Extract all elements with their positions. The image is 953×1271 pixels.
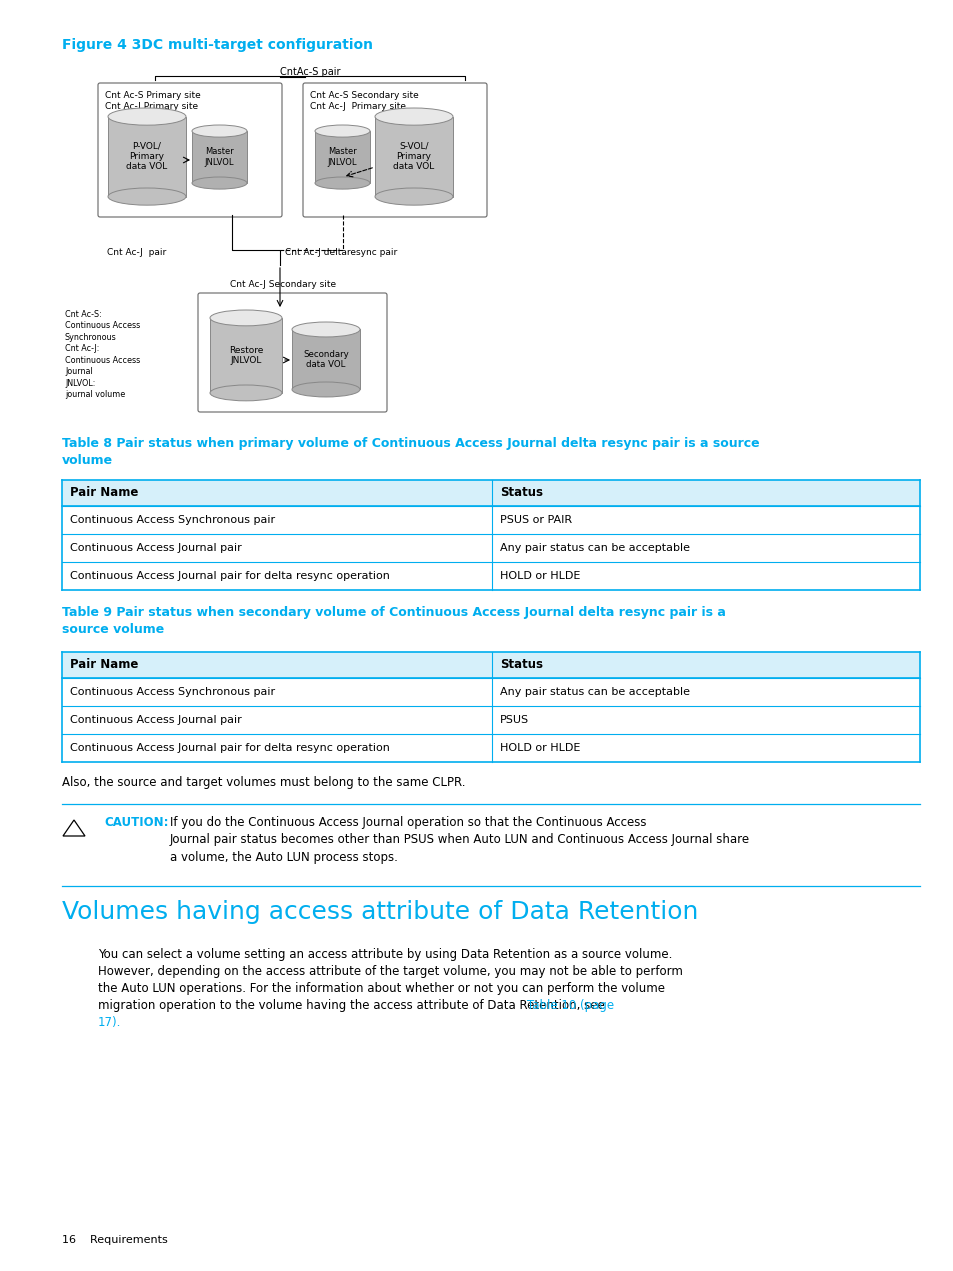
Text: Continuous Access Journal pair: Continuous Access Journal pair bbox=[70, 543, 241, 553]
Text: Any pair status can be acceptable: Any pair status can be acceptable bbox=[499, 688, 689, 697]
Text: You can select a volume setting an access attribute by using Data Retention as a: You can select a volume setting an acces… bbox=[98, 948, 672, 961]
Text: Cnt Ac-J  pair: Cnt Ac-J pair bbox=[107, 248, 166, 257]
Text: Status: Status bbox=[499, 658, 542, 671]
Text: If you do the Continuous Access Journal operation so that the Continuous Access
: If you do the Continuous Access Journal … bbox=[170, 816, 749, 864]
Text: Any pair status can be acceptable: Any pair status can be acceptable bbox=[499, 543, 689, 553]
Ellipse shape bbox=[375, 188, 453, 205]
Text: migration operation to the volume having the access attribute of Data Retention,: migration operation to the volume having… bbox=[98, 999, 608, 1012]
Text: Table 10 (page: Table 10 (page bbox=[527, 999, 614, 1012]
FancyBboxPatch shape bbox=[198, 294, 387, 412]
Text: Cnt Ac-J Secondary site: Cnt Ac-J Secondary site bbox=[230, 280, 335, 289]
Ellipse shape bbox=[192, 177, 247, 189]
Text: HOLD or HLDE: HOLD or HLDE bbox=[499, 571, 579, 581]
Text: Continuous Access Synchronous pair: Continuous Access Synchronous pair bbox=[70, 688, 274, 697]
Bar bbox=[375, 117, 453, 197]
Text: Table 9 Pair status when secondary volume of Continuous Access Journal delta res: Table 9 Pair status when secondary volum… bbox=[62, 606, 725, 636]
Text: 17).: 17). bbox=[98, 1016, 121, 1030]
Ellipse shape bbox=[314, 177, 370, 189]
FancyBboxPatch shape bbox=[303, 83, 486, 217]
Ellipse shape bbox=[375, 108, 453, 125]
Bar bbox=[210, 318, 282, 393]
Text: S-VOL/
Primary
data VOL: S-VOL/ Primary data VOL bbox=[393, 141, 435, 172]
Text: Cnt Ac-J deltaresync pair: Cnt Ac-J deltaresync pair bbox=[285, 248, 396, 257]
Ellipse shape bbox=[108, 108, 186, 125]
Bar bbox=[62, 480, 919, 506]
Text: P-VOL/
Primary
data VOL: P-VOL/ Primary data VOL bbox=[126, 141, 168, 172]
Text: HOLD or HLDE: HOLD or HLDE bbox=[499, 744, 579, 752]
Text: CntAc-S pair: CntAc-S pair bbox=[279, 67, 340, 78]
Text: Also, the source and target volumes must belong to the same CLPR.: Also, the source and target volumes must… bbox=[62, 777, 465, 789]
Ellipse shape bbox=[292, 322, 359, 337]
Text: Cnt Ac-S:
Continuous Access
Synchronous
Cnt Ac-J:
Continuous Access
Journal
JNLV: Cnt Ac-S: Continuous Access Synchronous … bbox=[65, 310, 140, 399]
Ellipse shape bbox=[108, 188, 186, 205]
Text: CAUTION:: CAUTION: bbox=[104, 816, 169, 829]
Text: Pair Name: Pair Name bbox=[70, 658, 138, 671]
Text: Volumes having access attribute of Data Retention: Volumes having access attribute of Data … bbox=[62, 900, 698, 924]
Text: Master
JNLVOL: Master JNLVOL bbox=[328, 147, 356, 167]
Text: Pair Name: Pair Name bbox=[70, 487, 138, 500]
Ellipse shape bbox=[210, 385, 282, 400]
Text: Cnt Ac-S Secondary site
Cnt Ac-J  Primary site: Cnt Ac-S Secondary site Cnt Ac-J Primary… bbox=[310, 92, 418, 111]
Bar bbox=[192, 131, 247, 183]
Bar bbox=[292, 329, 359, 389]
Text: the Auto LUN operations. For the information about whether or not you can perfor: the Auto LUN operations. For the informa… bbox=[98, 982, 664, 995]
FancyBboxPatch shape bbox=[98, 83, 282, 217]
Bar bbox=[62, 652, 919, 677]
Text: Status: Status bbox=[499, 487, 542, 500]
Text: Secondary
data VOL: Secondary data VOL bbox=[303, 350, 349, 369]
Text: 16    Requirements: 16 Requirements bbox=[62, 1235, 168, 1246]
Text: Cnt Ac-S Primary site
Cnt Ac-J Primary site: Cnt Ac-S Primary site Cnt Ac-J Primary s… bbox=[105, 92, 200, 111]
Text: PSUS or PAIR: PSUS or PAIR bbox=[499, 515, 572, 525]
Bar bbox=[108, 117, 186, 197]
Ellipse shape bbox=[314, 125, 370, 137]
Text: Figure 4 3DC multi-target configuration: Figure 4 3DC multi-target configuration bbox=[62, 38, 373, 52]
Text: Continuous Access Journal pair: Continuous Access Journal pair bbox=[70, 716, 241, 724]
Bar bbox=[314, 131, 370, 183]
Text: However, depending on the access attribute of the target volume, you may not be : However, depending on the access attribu… bbox=[98, 965, 682, 977]
Text: Restore
JNLVOL: Restore JNLVOL bbox=[229, 346, 263, 365]
Text: Continuous Access Journal pair for delta resync operation: Continuous Access Journal pair for delta… bbox=[70, 571, 390, 581]
Text: Table 8 Pair status when primary volume of Continuous Access Journal delta resyn: Table 8 Pair status when primary volume … bbox=[62, 437, 759, 466]
Ellipse shape bbox=[192, 125, 247, 137]
Ellipse shape bbox=[210, 310, 282, 325]
Ellipse shape bbox=[292, 383, 359, 397]
Text: Continuous Access Journal pair for delta resync operation: Continuous Access Journal pair for delta… bbox=[70, 744, 390, 752]
Text: PSUS: PSUS bbox=[499, 716, 529, 724]
Text: Master
JNLVOL: Master JNLVOL bbox=[205, 147, 234, 167]
Text: Continuous Access Synchronous pair: Continuous Access Synchronous pair bbox=[70, 515, 274, 525]
